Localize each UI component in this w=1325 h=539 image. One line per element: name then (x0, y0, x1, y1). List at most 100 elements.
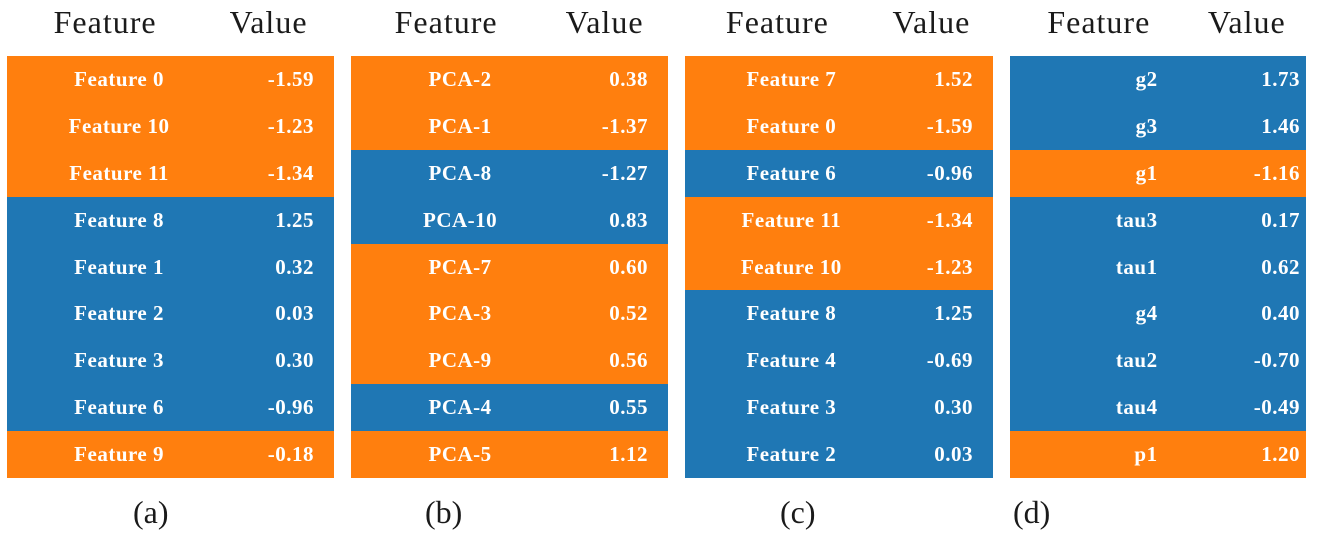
feature-name-cell: PCA-2 (428, 66, 492, 91)
table-row: Feature 7 1.52 (685, 56, 993, 103)
table-row: PCA-4 0.55 (351, 384, 668, 432)
column-header-feature: Feature (1047, 4, 1151, 40)
feature-name-cell: Feature 7 (746, 66, 837, 91)
table-row: Feature 6 -0.96 (685, 149, 993, 197)
table-row: g2 1.73 (1010, 56, 1306, 103)
feature-name-cell: Feature 8 (746, 301, 837, 326)
feature-value-cell: 1.52 (934, 66, 973, 91)
feature-value-cell: 1.25 (275, 207, 314, 232)
table-row: tau3 0.17 (1010, 196, 1306, 244)
table-row: Feature 1 0.32 (7, 243, 334, 291)
table-row: Feature 8 1.25 (685, 290, 993, 338)
feature-name-cell: tau4 (1115, 395, 1158, 420)
column-header-value: Value (892, 4, 971, 40)
table-row: Feature 10 -1.23 (685, 243, 993, 291)
column-header-feature: Feature (53, 4, 157, 40)
feature-name-cell: PCA-8 (428, 160, 492, 185)
feature-value-cell: 0.03 (275, 301, 314, 326)
table-row: PCA-5 1.12 (351, 431, 668, 479)
feature-value-cell: -0.70 (1253, 348, 1300, 373)
feature-value-cell: -1.16 (1253, 160, 1300, 185)
feature-name-cell: tau3 (1115, 207, 1158, 232)
table-row: g1 -1.16 (1010, 149, 1306, 197)
feature-name-cell: Feature 3 (746, 395, 837, 420)
feature-value-cell: 1.20 (1261, 442, 1300, 467)
feature-name-cell: Feature 3 (74, 348, 165, 373)
feature-value-cell: -1.34 (267, 160, 314, 185)
table-row: Feature 4 -0.69 (685, 337, 993, 385)
feature-name-cell: tau2 (1115, 348, 1158, 373)
table-row: g4 0.40 (1010, 290, 1306, 338)
feature-value-cell: 0.55 (609, 395, 648, 420)
feature-value-cell: 0.60 (609, 254, 648, 279)
feature-value-cell: 1.12 (609, 442, 648, 467)
feature-value-cell: 0.52 (609, 301, 648, 326)
feature-value-cell: -1.23 (267, 113, 314, 138)
table-row: Feature 10 -1.23 (7, 102, 334, 150)
table-row: Feature 3 0.30 (7, 337, 334, 385)
feature-value-cell: 0.40 (1261, 301, 1300, 326)
feature-table-panel-c: Feature Value Feature 7 1.52 Feature 0 -1.… (685, 0, 993, 530)
feature-name-cell: PCA-10 (423, 207, 498, 232)
feature-value-cell: -1.23 (926, 254, 973, 279)
table-body: Feature 7 1.52 Feature 0 -1.59 Feature 6 -0… (685, 56, 993, 479)
feature-name-cell: Feature 2 (74, 301, 165, 326)
feature-value-cell: -0.96 (267, 395, 314, 420)
feature-value-cell: -0.18 (267, 442, 314, 467)
table-row: Feature 11 -1.34 (685, 196, 993, 244)
feature-value-cell: -0.49 (1253, 395, 1300, 420)
table-header-row: Feature Value (7, 0, 334, 56)
feature-value-cell: 1.25 (934, 301, 973, 326)
feature-name-cell: PCA-4 (428, 395, 492, 420)
feature-name-cell: Feature 6 (74, 395, 165, 420)
panel-caption-b: (b) (425, 494, 463, 530)
feature-name-cell: p1 (1134, 442, 1158, 467)
feature-value-cell: -0.96 (926, 160, 973, 185)
column-header-value: Value (565, 4, 644, 40)
table-row: Feature 8 1.25 (7, 196, 334, 244)
table-row: tau2 -0.70 (1010, 337, 1306, 385)
table-row: PCA-7 0.60 (351, 243, 668, 291)
table-row: PCA-2 0.38 (351, 56, 668, 103)
feature-name-cell: PCA-7 (428, 254, 492, 279)
feature-value-cell: -1.59 (267, 66, 314, 91)
feature-value-cell: -0.69 (926, 348, 973, 373)
feature-name-cell: Feature 2 (746, 442, 837, 467)
feature-name-cell: g1 (1135, 160, 1158, 185)
column-header-feature: Feature (725, 4, 829, 40)
table-row: g3 1.46 (1010, 102, 1306, 150)
feature-name-cell: PCA-1 (428, 113, 492, 138)
feature-name-cell: g2 (1135, 66, 1158, 91)
table-body: Feature 0 -1.59 Feature 10 -1.23 Feature 1… (7, 56, 334, 479)
table-row: Feature 0 -1.59 (7, 56, 334, 103)
feature-value-cell: -1.27 (601, 160, 648, 185)
table-row: PCA-10 0.83 (351, 196, 668, 244)
feature-value-cell: 0.03 (934, 442, 973, 467)
table-row: PCA-8 -1.27 (351, 149, 668, 197)
feature-name-cell: Feature 10 (740, 254, 842, 279)
table-header-row: Feature Value (685, 0, 993, 56)
table-row: Feature 0 -1.59 (685, 102, 993, 150)
table-row: Feature 2 0.03 (685, 431, 993, 479)
feature-name-cell: Feature 10 (68, 113, 170, 138)
feature-name-cell: Feature 4 (746, 348, 837, 373)
table-row: Feature 11 -1.34 (7, 149, 334, 197)
feature-value-cell: 0.32 (275, 254, 314, 279)
feature-name-cell: PCA-9 (428, 348, 492, 373)
table-body: PCA-2 0.38 PCA-1 -1.37 PCA-8 -1.27 PCA-10 0.… (351, 56, 668, 479)
column-header-feature: Feature (394, 4, 498, 40)
feature-value-cell: 1.46 (1261, 113, 1300, 138)
feature-table-panel-d: Feature Value g2 1.73 g3 1.46 g1 -1.16 tau3… (1010, 0, 1306, 530)
table-row: Feature 2 0.03 (7, 290, 334, 338)
feature-value-cell: 1.73 (1261, 66, 1300, 91)
feature-value-cell: 0.38 (609, 66, 648, 91)
table-row: PCA-9 0.56 (351, 337, 668, 385)
feature-name-cell: Feature 11 (741, 207, 842, 232)
table-row: Feature 9 -0.18 (7, 431, 334, 479)
feature-value-cell: -1.34 (926, 207, 973, 232)
table-body: g2 1.73 g3 1.46 g1 -1.16 tau3 0.17 tau1 0.62 … (1010, 56, 1306, 479)
table-row: PCA-1 -1.37 (351, 102, 668, 150)
table-row: Feature 6 -0.96 (7, 384, 334, 432)
table-row: tau4 -0.49 (1010, 384, 1306, 432)
